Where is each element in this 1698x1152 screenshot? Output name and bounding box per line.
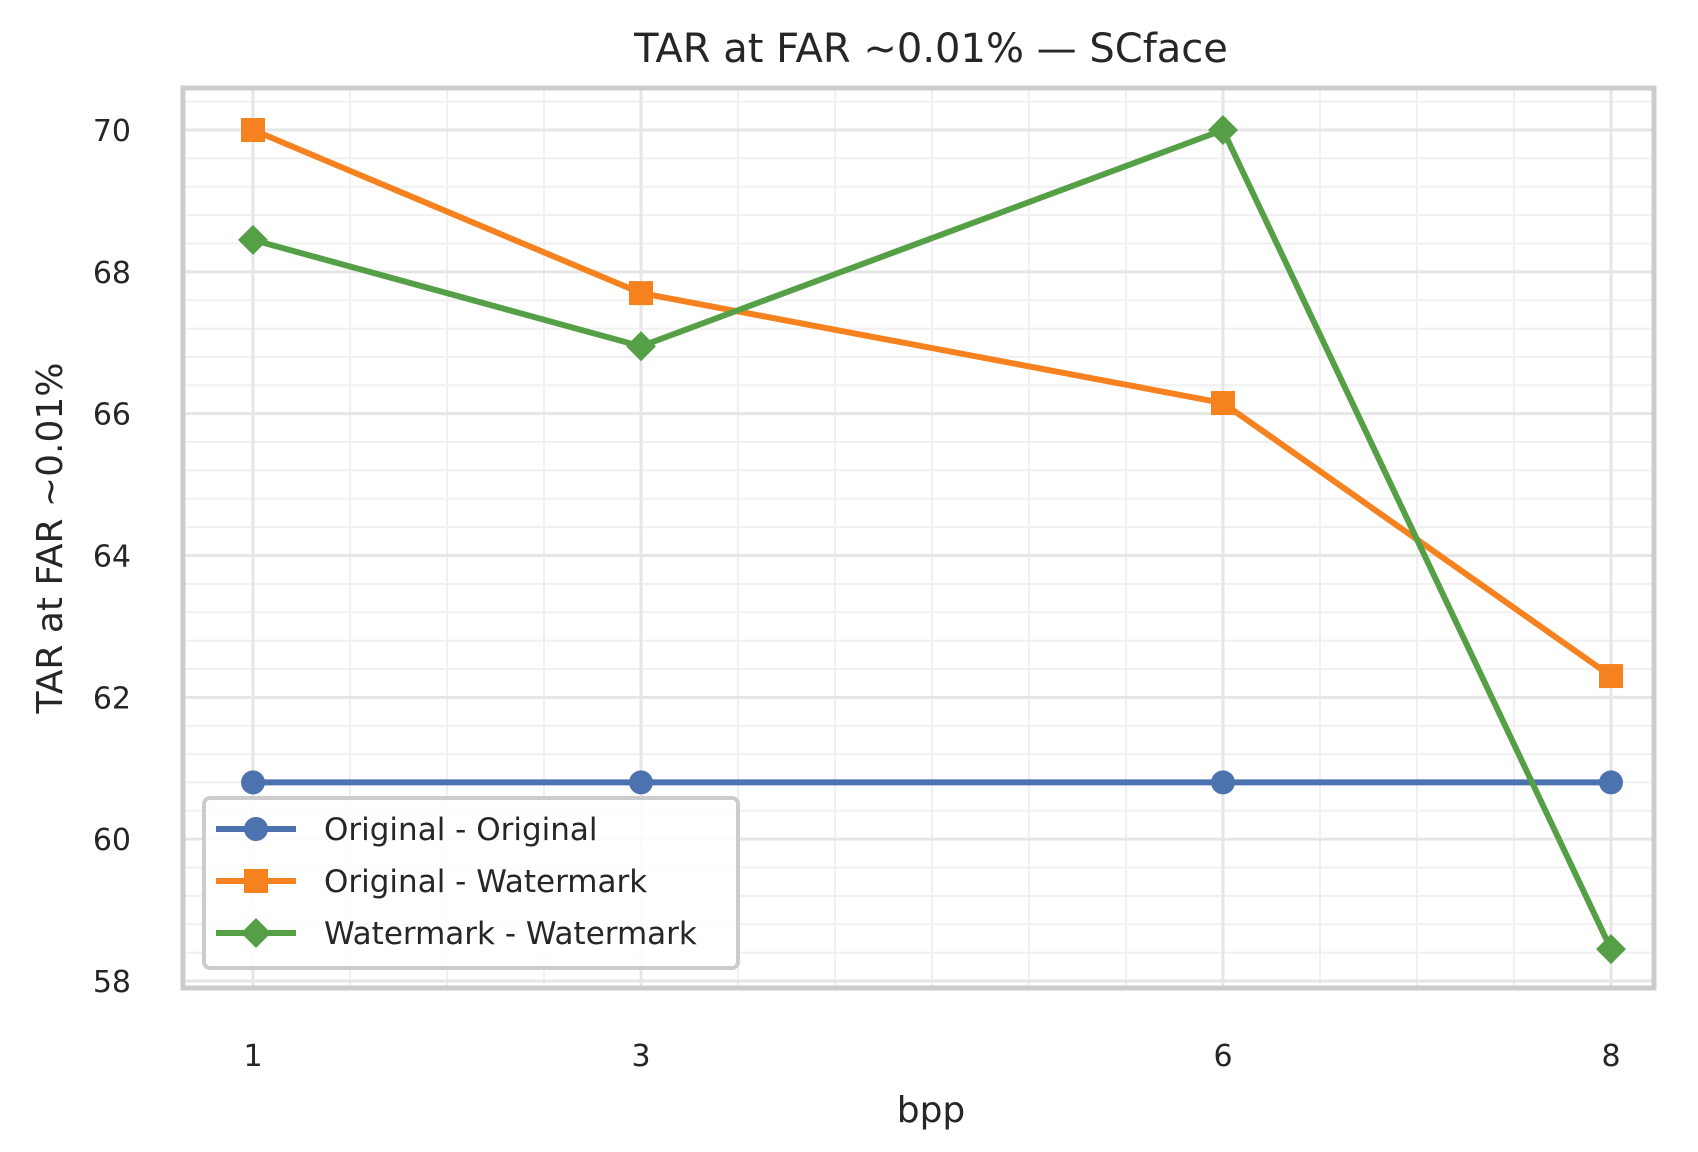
legend-item: Original - Original [216, 812, 598, 848]
x-tick-label: 3 [631, 1039, 650, 1074]
series-watermark-watermark [238, 115, 1626, 965]
data-point [238, 224, 268, 255]
y-axis-ticks: 58 60 62 64 66 68 70 [93, 114, 131, 1000]
y-tick-label: 58 [93, 965, 131, 1000]
y-tick-label: 66 [93, 398, 131, 433]
x-tick-label: 1 [243, 1039, 262, 1074]
x-axis-label: bpp [897, 1090, 966, 1131]
plot-frame [180, 85, 1657, 991]
legend-marker [244, 817, 268, 841]
x-axis-ticks: 1 3 6 8 [243, 1039, 1620, 1074]
chart-title: TAR at FAR ~0.01% — SCface [633, 26, 1228, 72]
legend-label: Watermark - Watermark [324, 916, 697, 952]
y-tick-label: 68 [93, 256, 131, 291]
data-point [241, 770, 265, 795]
legend-label: Original - Watermark [324, 864, 647, 900]
data-point [1211, 770, 1235, 795]
y-tick-label: 64 [93, 540, 131, 575]
data-point [1596, 934, 1626, 965]
series-line [252, 127, 1614, 951]
series-layer [238, 115, 1626, 965]
legend-marker [244, 869, 268, 893]
y-tick-label: 62 [93, 681, 131, 716]
y-axis-label: TAR at FAR ~0.01% [30, 363, 71, 715]
data-point [1211, 391, 1235, 416]
data-point [1599, 664, 1623, 689]
legend-item: Original - Watermark [216, 864, 647, 900]
legend: Original - Original Original - Watermark W… [202, 796, 740, 970]
x-tick-label: 6 [1213, 1039, 1232, 1074]
data-point [629, 770, 653, 795]
y-tick-label: 70 [93, 114, 131, 149]
data-point [1599, 770, 1623, 795]
data-point [241, 118, 265, 142]
data-point [626, 331, 656, 362]
legend-item: Watermark - Watermark [216, 916, 697, 952]
x-tick-label: 8 [1601, 1039, 1620, 1074]
data-point [629, 281, 653, 306]
legend-marker [241, 918, 271, 948]
data-point [1208, 115, 1238, 145]
y-tick-label: 60 [93, 823, 131, 858]
legend-box [202, 796, 740, 970]
series-original-original [241, 770, 1623, 795]
legend-label: Original - Original [324, 812, 598, 848]
